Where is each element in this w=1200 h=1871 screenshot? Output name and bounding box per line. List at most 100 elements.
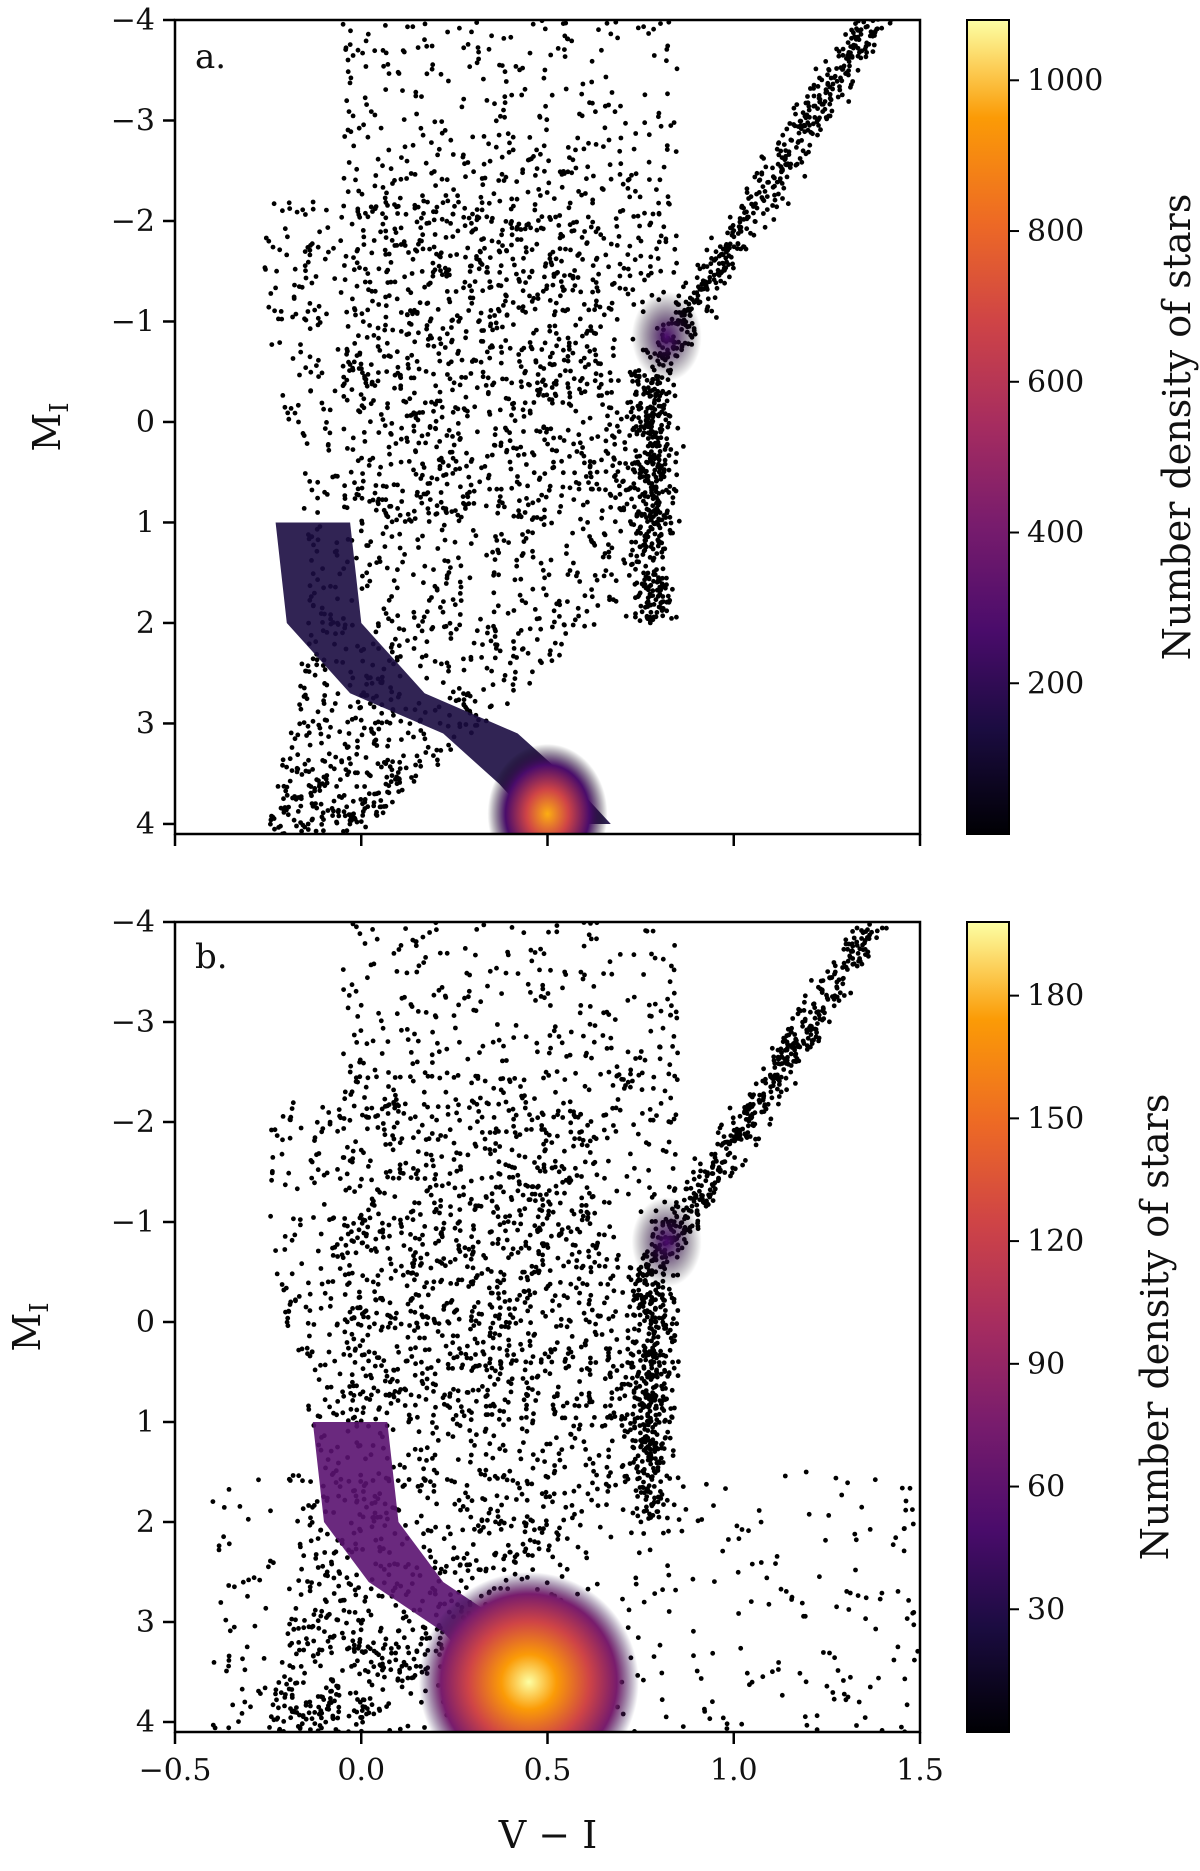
star-point — [379, 710, 385, 716]
star-point — [614, 1188, 620, 1194]
star-point — [461, 667, 467, 673]
star-point — [302, 761, 308, 767]
star-point — [388, 1646, 394, 1651]
star-point — [596, 271, 601, 277]
star-point — [284, 764, 289, 770]
star-point — [372, 1350, 377, 1356]
star-point — [797, 156, 803, 161]
star-point — [549, 1140, 555, 1145]
star-point — [313, 1552, 319, 1557]
star-point — [655, 543, 661, 549]
star-point — [541, 1165, 547, 1171]
star-point — [288, 1117, 293, 1123]
star-point — [419, 215, 424, 221]
star-point — [421, 1531, 426, 1537]
star-point — [610, 345, 616, 351]
star-point — [444, 218, 450, 224]
star-point — [712, 257, 718, 263]
star-point — [335, 809, 341, 815]
star-point — [483, 1452, 489, 1457]
star-point — [325, 1279, 331, 1285]
star-point — [586, 1393, 592, 1399]
star-point — [343, 253, 349, 259]
star-point — [555, 46, 561, 51]
star-point — [484, 665, 490, 671]
star-point — [348, 129, 354, 135]
star-point — [625, 186, 631, 191]
star-point — [459, 374, 464, 380]
star-point — [555, 1255, 561, 1261]
star-point — [301, 1647, 307, 1653]
star-point — [863, 54, 869, 60]
star-point — [479, 207, 485, 213]
star-point — [585, 164, 591, 170]
star-point — [354, 1407, 360, 1413]
star-point — [580, 333, 585, 339]
star-point — [463, 335, 468, 341]
star-point — [324, 718, 330, 723]
star-point — [388, 645, 394, 650]
star-point — [638, 253, 644, 259]
star-point — [364, 383, 370, 389]
star-point — [378, 412, 384, 417]
star-point — [438, 605, 443, 610]
star-point — [551, 608, 557, 614]
star-point — [581, 1310, 587, 1316]
star-point — [342, 277, 348, 283]
star-point — [540, 1203, 546, 1208]
star-point — [406, 1412, 412, 1418]
star-point — [660, 575, 665, 581]
star-point — [664, 143, 670, 149]
star-point — [377, 1405, 382, 1410]
star-point — [642, 424, 648, 430]
star-point — [727, 241, 733, 247]
star-point — [584, 176, 589, 182]
star-point — [433, 401, 438, 407]
star-point — [377, 1662, 383, 1668]
star-point — [324, 420, 329, 425]
star-point — [314, 363, 319, 368]
star-point — [446, 1320, 452, 1326]
star-point — [442, 265, 448, 271]
star-point — [554, 1340, 560, 1345]
star-point — [420, 533, 425, 539]
star-point — [372, 112, 378, 118]
star-point — [823, 87, 829, 93]
star-point — [867, 8, 872, 13]
star-point — [549, 447, 555, 453]
star-point — [406, 365, 411, 371]
star-point — [619, 1363, 625, 1369]
star-point — [583, 1462, 589, 1468]
star-point — [584, 1403, 589, 1408]
star-point — [376, 266, 382, 272]
star-point — [586, 307, 592, 313]
star-point — [315, 1651, 321, 1657]
star-point — [504, 1495, 510, 1501]
star-point — [276, 1680, 282, 1685]
star-point — [525, 650, 531, 656]
star-point — [450, 387, 455, 393]
star-point — [520, 1376, 526, 1381]
star-point — [461, 214, 467, 220]
star-point — [523, 1243, 529, 1248]
star-point — [654, 1113, 659, 1118]
star-point — [282, 404, 288, 410]
star-point — [538, 626, 544, 632]
star-point — [435, 152, 440, 158]
star-point — [461, 697, 467, 703]
star-point — [420, 461, 425, 467]
star-point — [340, 21, 346, 27]
star-point — [365, 543, 371, 548]
star-point — [540, 288, 546, 294]
star-point — [336, 1107, 342, 1112]
star-point — [504, 1237, 510, 1243]
star-point — [373, 483, 379, 488]
star-point — [629, 539, 634, 545]
panel-b-density-map — [210, 922, 920, 1732]
star-point — [775, 161, 781, 167]
star-point — [491, 590, 497, 596]
star-point — [830, 86, 835, 92]
star-point — [278, 1690, 284, 1696]
star-point — [457, 466, 463, 472]
star-point — [288, 406, 294, 411]
